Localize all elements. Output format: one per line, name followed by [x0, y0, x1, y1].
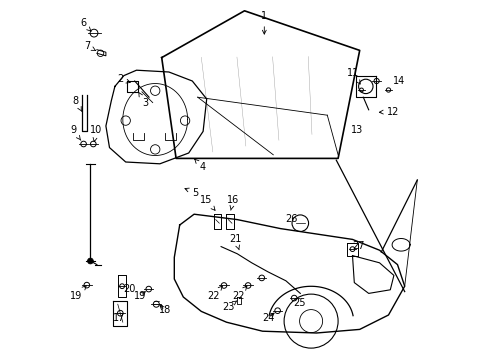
Text: 3: 3 [138, 92, 148, 108]
Text: 24: 24 [262, 312, 275, 323]
Text: 11: 11 [346, 68, 360, 84]
Text: 10: 10 [90, 125, 102, 141]
Text: 6: 6 [80, 18, 91, 31]
Text: 7: 7 [84, 41, 96, 51]
Text: 14: 14 [392, 76, 404, 86]
Text: 2: 2 [118, 74, 130, 84]
Text: 18: 18 [159, 305, 171, 315]
Text: 13: 13 [350, 125, 363, 135]
Text: 22: 22 [206, 286, 222, 301]
Text: 20: 20 [122, 284, 135, 294]
Text: 19: 19 [70, 286, 86, 301]
Text: 16: 16 [227, 195, 239, 210]
Text: 1: 1 [261, 11, 267, 34]
Circle shape [87, 258, 93, 264]
Text: 23: 23 [222, 301, 237, 312]
Text: 21: 21 [229, 234, 241, 250]
Text: 8: 8 [73, 96, 81, 111]
Text: 9: 9 [70, 125, 81, 140]
Text: 19: 19 [134, 291, 146, 301]
Text: 15: 15 [199, 195, 215, 210]
Text: 17: 17 [113, 312, 125, 323]
Text: 5: 5 [184, 188, 198, 198]
Text: 25: 25 [292, 298, 305, 308]
Text: 26: 26 [285, 214, 297, 224]
Text: 27: 27 [351, 240, 364, 251]
Text: 4: 4 [194, 159, 205, 172]
Text: 12: 12 [379, 107, 398, 117]
Text: 22: 22 [231, 286, 246, 301]
